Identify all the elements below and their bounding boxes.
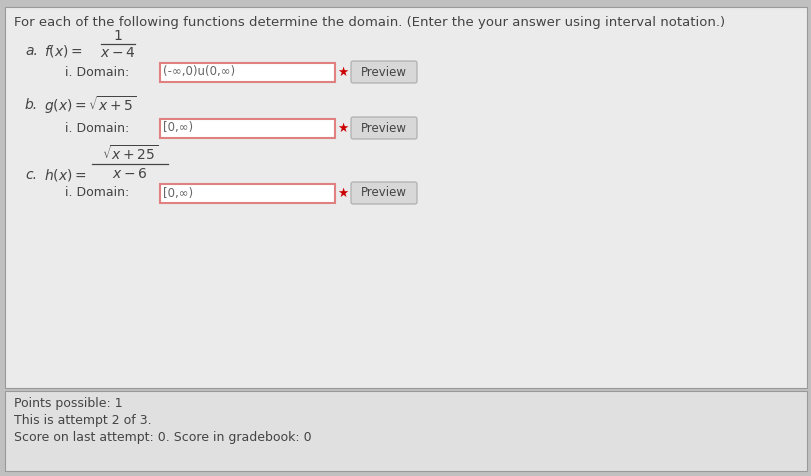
FancyBboxPatch shape xyxy=(5,391,806,471)
Text: $h(x)=$: $h(x)=$ xyxy=(44,167,87,183)
FancyBboxPatch shape xyxy=(350,182,417,204)
Text: a.: a. xyxy=(25,44,38,58)
FancyBboxPatch shape xyxy=(160,184,335,202)
Text: (-∞,0)u(0,∞): (-∞,0)u(0,∞) xyxy=(163,66,235,79)
Text: Preview: Preview xyxy=(361,121,406,135)
Text: b.: b. xyxy=(25,98,38,112)
Text: i. Domain:: i. Domain: xyxy=(65,66,129,79)
Text: [0,∞): [0,∞) xyxy=(163,187,193,199)
Text: i. Domain:: i. Domain: xyxy=(65,121,129,135)
Text: $x-6$: $x-6$ xyxy=(112,167,148,181)
FancyBboxPatch shape xyxy=(350,61,417,83)
Text: $\sqrt{x+25}$: $\sqrt{x+25}$ xyxy=(102,144,158,163)
FancyBboxPatch shape xyxy=(160,62,335,81)
Text: For each of the following functions determine the domain. (Enter the your answer: For each of the following functions dete… xyxy=(14,16,724,29)
Text: This is attempt 2 of 3.: This is attempt 2 of 3. xyxy=(14,414,152,427)
FancyBboxPatch shape xyxy=(160,119,335,138)
FancyBboxPatch shape xyxy=(5,7,806,388)
Text: $x-4$: $x-4$ xyxy=(100,46,135,60)
Text: i. Domain:: i. Domain: xyxy=(65,187,129,199)
FancyBboxPatch shape xyxy=(350,117,417,139)
Text: c.: c. xyxy=(25,168,37,182)
Text: Preview: Preview xyxy=(361,187,406,199)
Text: ★: ★ xyxy=(337,66,348,79)
Text: ★: ★ xyxy=(337,121,348,135)
Text: 1: 1 xyxy=(114,29,122,43)
Text: Points possible: 1: Points possible: 1 xyxy=(14,397,122,410)
Text: $g(x) = \sqrt{x+5}$: $g(x) = \sqrt{x+5}$ xyxy=(44,94,136,116)
Text: ★: ★ xyxy=(337,187,348,199)
Text: Preview: Preview xyxy=(361,66,406,79)
Text: [0,∞): [0,∞) xyxy=(163,121,193,135)
Text: Score on last attempt: 0. Score in gradebook: 0: Score on last attempt: 0. Score in grade… xyxy=(14,431,311,444)
Text: $f(x)=$: $f(x)=$ xyxy=(44,43,83,59)
